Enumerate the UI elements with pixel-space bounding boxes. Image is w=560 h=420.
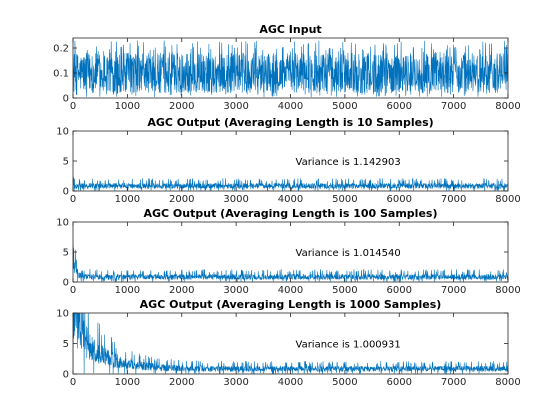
- x-tick-label: 6000: [387, 377, 412, 388]
- x-tick-label: 0: [70, 285, 76, 296]
- variance-annotation: Variance is 1.142903: [296, 157, 401, 168]
- y-tick-label: 10: [56, 218, 69, 229]
- x-tick-label: 8000: [495, 101, 520, 112]
- y-tick-label: 0: [63, 94, 69, 105]
- axes-box: [72, 130, 509, 192]
- x-tick-label: 1000: [115, 101, 140, 112]
- x-tick-label: 7000: [441, 285, 466, 296]
- x-tick-label: 8000: [495, 377, 520, 388]
- x-tick-label: 6000: [387, 194, 412, 205]
- x-tick-label: 1000: [115, 285, 140, 296]
- x-tick-label: 5000: [332, 377, 357, 388]
- panel-1: 0 1000 2000 3000 4000 5000 6000 7000 8000 0 0.1 0.2…: [53, 23, 521, 112]
- x-tick-label: 3000: [223, 377, 248, 388]
- signal-line: [73, 313, 508, 374]
- y-tick-label: 0.2: [53, 44, 69, 55]
- panel-4: 0 1000 2000 3000 4000 5000 6000 7000 8000 0 5 10 AGC…: [56, 298, 520, 388]
- x-tick-label: 7000: [441, 194, 466, 205]
- panel-3: 0 1000 2000 3000 4000 5000 6000 7000 8000 0 5 10 AGC…: [56, 207, 520, 296]
- y-tick-label: 0: [63, 370, 69, 381]
- panel-title: AGC Output (Averaging Length is 1000 Sam…: [140, 298, 442, 311]
- x-tick-label: 1000: [115, 377, 140, 388]
- x-tick-label: 4000: [278, 285, 303, 296]
- x-tick-label: 2000: [169, 377, 194, 388]
- x-tick-label: 4000: [278, 377, 303, 388]
- panel-title: AGC Output (Averaging Length is 10 Sampl…: [147, 116, 433, 129]
- x-tick-label: 3000: [223, 101, 248, 112]
- x-tick-label: 6000: [387, 285, 412, 296]
- y-tick-label: 10: [56, 309, 69, 320]
- y-tick-label: 10: [56, 127, 69, 138]
- y-tick-label: 0: [63, 278, 69, 289]
- axes-box: [72, 312, 509, 375]
- panel-title: AGC Input: [259, 23, 321, 36]
- y-tick-label: 5: [63, 248, 69, 259]
- signal-line: [73, 40, 508, 98]
- x-tick-label: 2000: [169, 285, 194, 296]
- x-tick-label: 0: [70, 194, 76, 205]
- x-tick-label: 2000: [169, 101, 194, 112]
- x-tick-label: 1000: [115, 194, 140, 205]
- x-tick-label: 8000: [495, 285, 520, 296]
- y-tick-label: 0.1: [53, 69, 69, 80]
- x-tick-label: 3000: [223, 285, 248, 296]
- y-tick-label: 0: [63, 187, 69, 198]
- x-tick-label: 4000: [278, 194, 303, 205]
- y-tick-label: 5: [63, 339, 69, 350]
- x-tick-label: 0: [70, 101, 76, 112]
- x-tick-label: 7000: [441, 377, 466, 388]
- signal-line: [73, 245, 508, 282]
- x-tick-label: 7000: [441, 101, 466, 112]
- x-tick-label: 6000: [387, 101, 412, 112]
- x-tick-label: 8000: [495, 194, 520, 205]
- x-tick-label: 5000: [332, 194, 357, 205]
- x-tick-label: 5000: [332, 101, 357, 112]
- x-tick-label: 0: [70, 377, 76, 388]
- variance-annotation: Variance is 1.014540: [296, 248, 401, 259]
- x-tick-label: 5000: [332, 285, 357, 296]
- panel-title: AGC Output (Averaging Length is 100 Samp…: [143, 207, 437, 220]
- x-tick-label: 2000: [169, 194, 194, 205]
- x-tick-label: 3000: [223, 194, 248, 205]
- x-tick-label: 4000: [278, 101, 303, 112]
- variance-annotation: Variance is 1.000931: [296, 340, 401, 351]
- y-tick-label: 5: [63, 157, 69, 168]
- panel-2: 0 1000 2000 3000 4000 5000 6000 7000 8000 0 5 10 AGC…: [56, 116, 520, 205]
